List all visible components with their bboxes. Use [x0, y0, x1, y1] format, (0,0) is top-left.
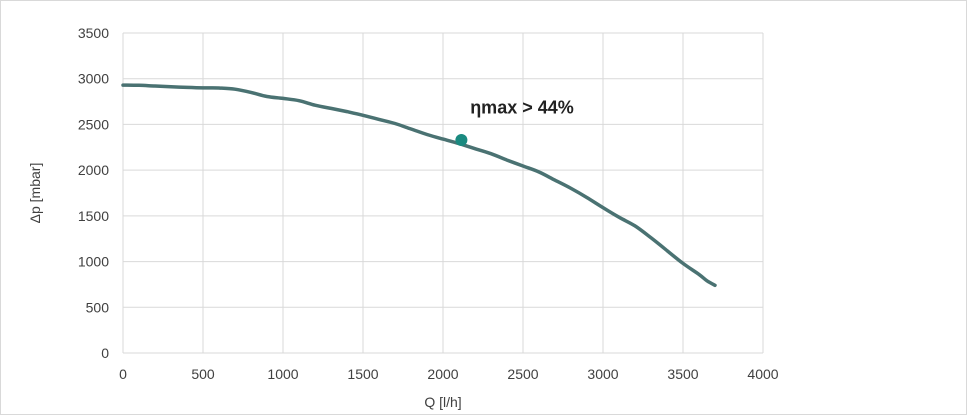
- y-tick-label: 0: [101, 345, 109, 361]
- y-tick-labels: 0 500 1000 1500 2000 2500 3000 3500: [78, 25, 109, 361]
- y-tick-label: 3500: [78, 25, 109, 41]
- x-axis-title: Q [l/h]: [424, 394, 461, 410]
- y-tick-label: 3000: [78, 71, 109, 87]
- y-tick-label: 1500: [78, 208, 109, 224]
- x-tick-label: 1000: [267, 366, 298, 382]
- x-tick-label: 3500: [667, 366, 698, 382]
- y-tick-label: 1000: [78, 254, 109, 270]
- grid-lines: [122, 32, 764, 354]
- x-tick-labels: 0 500 1000 1500 2000 2500 3000 3500 4000: [119, 366, 779, 382]
- y-axis-title: Δp [mbar]: [27, 163, 43, 224]
- y-tick-label: 2500: [78, 116, 109, 132]
- pressure-curve-line: [121, 83, 717, 288]
- y-tick-label: 2000: [78, 162, 109, 178]
- x-tick-label: 2500: [507, 366, 538, 382]
- x-tick-label: 1500: [347, 366, 378, 382]
- x-tick-label: 0: [119, 366, 127, 382]
- x-tick-label: 500: [191, 366, 215, 382]
- x-tick-label: 4000: [747, 366, 778, 382]
- x-tick-label: 2000: [427, 366, 458, 382]
- efficiency-annotation: ηmax > 44%: [470, 97, 574, 117]
- y-tick-label: 500: [86, 299, 110, 315]
- efficiency-marker: [455, 133, 468, 146]
- x-tick-label: 3000: [587, 366, 618, 382]
